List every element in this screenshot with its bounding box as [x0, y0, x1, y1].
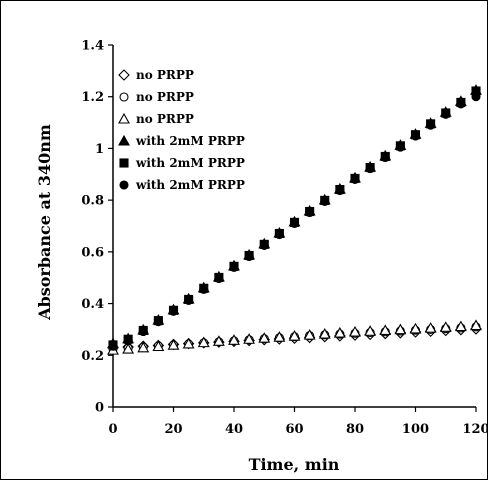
- data-point: [152, 340, 165, 352]
- data-point: [228, 334, 240, 345]
- data-point: [470, 319, 482, 331]
- legend-marker: [118, 112, 130, 124]
- x-tick-label: 120: [462, 422, 488, 437]
- data-point: [349, 325, 361, 337]
- legend-label: with 2mM PRPP: [135, 134, 245, 148]
- legend-marker: [119, 158, 129, 168]
- data-point: [182, 337, 195, 349]
- data-point: [229, 262, 239, 272]
- data-point: [214, 273, 224, 284]
- y-tick-label: 0: [95, 401, 104, 416]
- y-tick-label: 1.2: [81, 90, 104, 105]
- legend-marker: [119, 92, 129, 102]
- data-point: [168, 306, 179, 316]
- x-ticks: 0 20 40 60 80 100 120: [108, 407, 488, 437]
- legend-label: no PRPP: [136, 112, 194, 126]
- y-ticks: 0 0.2 0.4 0.6 0.8 1 1.2 1.4: [81, 39, 113, 416]
- data-point: [212, 335, 225, 346]
- data-point: [320, 196, 330, 206]
- data-point: [303, 328, 316, 340]
- data-point: [289, 218, 300, 228]
- y-tick-label: 0.2: [81, 349, 104, 364]
- data-point: [441, 109, 451, 119]
- data-point: [184, 295, 194, 306]
- data-point: [424, 322, 437, 333]
- data-point: [318, 327, 331, 339]
- x-tick-label: 100: [402, 422, 429, 437]
- x-tick-label: 0: [108, 422, 117, 437]
- data-point: [122, 342, 135, 354]
- data-point: [137, 341, 150, 353]
- x-tick-label: 40: [225, 422, 243, 437]
- data-point: [439, 321, 452, 332]
- legend: no PRPP no PRPP no PRPP with 2mM PRPP with 2…: [118, 68, 245, 192]
- data-point: [138, 326, 148, 337]
- data-point: [394, 323, 407, 335]
- data-point: [243, 333, 256, 344]
- data-point: [456, 99, 466, 109]
- data-point: [454, 320, 467, 332]
- data-point: [379, 324, 392, 336]
- data-point: [108, 341, 118, 351]
- legend-label: with 2mM PRPP: [135, 178, 245, 192]
- y-tick-label: 0.4: [81, 297, 104, 312]
- x-tick-label: 20: [164, 422, 182, 437]
- data-point: [335, 186, 345, 196]
- data-point: [153, 317, 163, 327]
- data-points: [107, 84, 482, 355]
- legend-marker: [119, 180, 129, 190]
- data-point: [197, 336, 210, 348]
- x-axis-label: Time, min: [249, 455, 340, 474]
- data-point: [167, 339, 180, 350]
- legend-label: with 2mM PRPP: [135, 156, 245, 170]
- data-point: [380, 152, 390, 163]
- data-point: [244, 251, 254, 262]
- data-point: [471, 92, 481, 102]
- data-point: [305, 208, 315, 218]
- y-tick-label: 1: [95, 142, 104, 157]
- data-point: [395, 142, 405, 152]
- data-point: [409, 322, 422, 334]
- legend-marker: [118, 69, 130, 81]
- series-5: [108, 86, 481, 350]
- y-tick-label: 0.6: [81, 245, 104, 260]
- x-tick-label: 60: [285, 422, 303, 437]
- legend-label: no PRPP: [136, 68, 194, 82]
- data-point: [258, 332, 271, 343]
- data-point: [199, 284, 209, 294]
- y-tick-label: 0.8: [81, 194, 104, 209]
- series-6: [108, 92, 481, 351]
- data-point: [426, 120, 436, 130]
- legend-marker: [118, 134, 130, 146]
- data-point: [288, 330, 301, 341]
- y-axis-label: Absorbance at 340nm: [35, 124, 54, 321]
- series-3: [107, 319, 482, 355]
- data-point: [259, 240, 269, 250]
- data-point: [364, 325, 377, 336]
- data-point: [350, 174, 360, 185]
- y-tick-label: 1.4: [81, 39, 104, 54]
- data-point: [123, 335, 133, 345]
- x-tick-label: 80: [346, 422, 364, 437]
- data-point: [365, 164, 375, 174]
- data-point: [410, 131, 421, 141]
- data-point: [273, 331, 286, 342]
- legend-label: no PRPP: [136, 90, 194, 104]
- data-point: [274, 229, 284, 240]
- data-point: [333, 326, 346, 338]
